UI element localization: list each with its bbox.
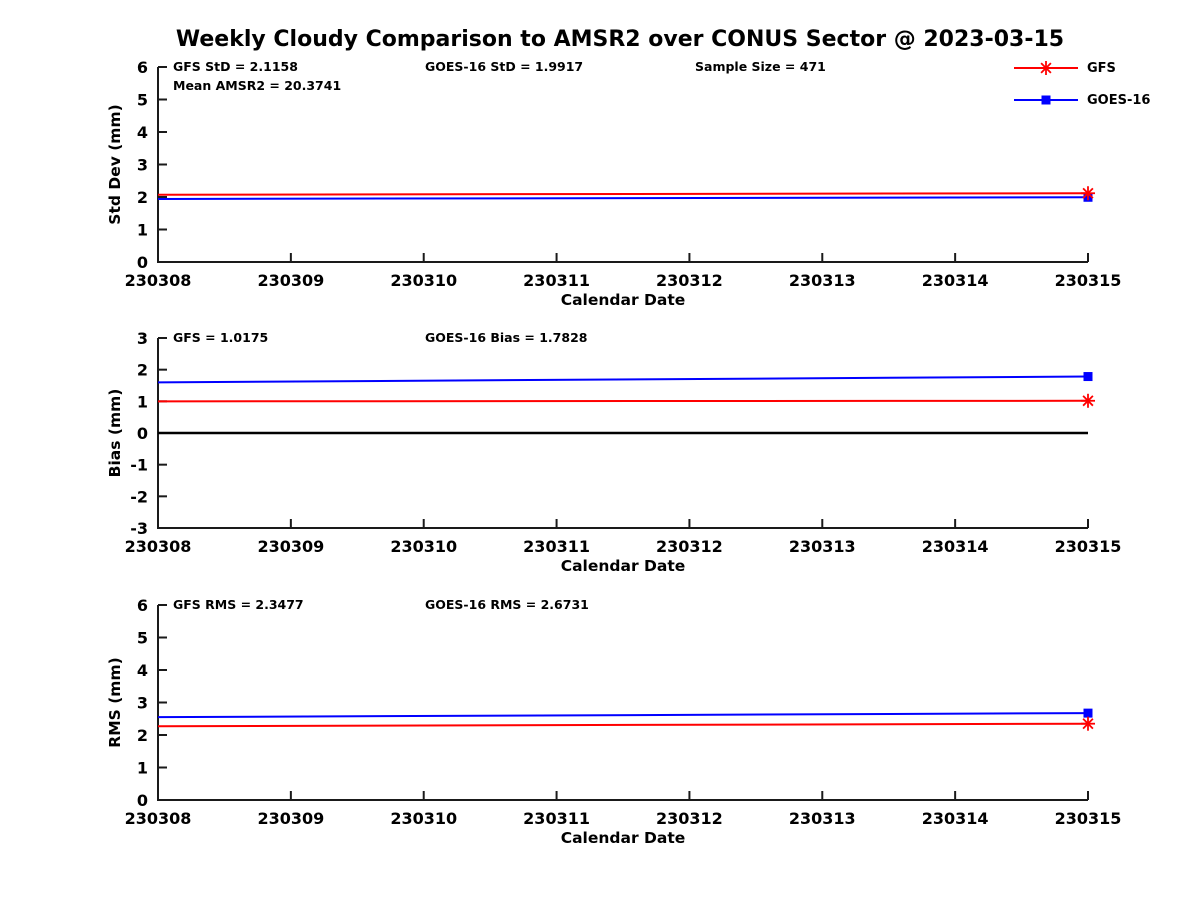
figure-title: Weekly Cloudy Comparison to AMSR2 over C…: [175, 27, 1065, 52]
x-tick-label: 230310: [390, 809, 457, 828]
x-tick-label: 230309: [257, 537, 324, 556]
x-tick-label: 230313: [789, 271, 856, 290]
square-marker: [1041, 95, 1051, 105]
y-tick-label: 2: [137, 726, 148, 745]
x-tick-label: 230312: [656, 809, 723, 828]
x-tick-label: 230315: [1055, 537, 1122, 556]
y-tick-label: 4: [137, 123, 148, 142]
y-tick-label: 5: [137, 629, 148, 648]
asterisk-spoke: [1082, 718, 1094, 730]
y-tick-label: 3: [137, 694, 148, 713]
chart-panel-rms: 0 1 2 3 4 5 6 230308 230309 230310 230311 230312 230…: [106, 596, 1121, 847]
y-tick-label: -3: [130, 519, 148, 538]
asterisk-spoke: [1040, 62, 1052, 74]
annotation-bias: GOES-16 Bias = 1.7828: [425, 330, 587, 345]
x-tick-label: 230310: [390, 271, 457, 290]
goes16-line-square-icon: [1014, 95, 1078, 105]
x-tick-label: 230313: [789, 537, 856, 556]
x-tick-label: 230313: [789, 809, 856, 828]
y-tick-label: 5: [137, 91, 148, 110]
annotation-std-dev: GOES-16 StD = 1.9917: [425, 59, 583, 74]
x-tick-label: 230312: [656, 537, 723, 556]
x-tick-label: 230314: [922, 271, 989, 290]
x-tick-label: 230309: [257, 271, 324, 290]
annotation-rms: GFS RMS = 2.3477: [173, 597, 304, 612]
annotation-std-dev: GFS StD = 2.1158: [173, 59, 298, 74]
y-tick-label: 3: [137, 329, 148, 348]
x-axis-label: Calendar Date: [561, 557, 686, 575]
asterisk-marker: [1081, 716, 1095, 731]
y-axis-label: Bias (mm): [106, 389, 124, 478]
annotation-std-dev: Mean AMSR2 = 20.3741: [173, 78, 341, 93]
series-line-GOES-16: [157, 375, 1089, 384]
y-tick-label: 1: [137, 759, 148, 778]
x-tick-label: 230311: [523, 537, 590, 556]
y-tick-label: -2: [130, 487, 148, 506]
x-axis-label: Calendar Date: [561, 829, 686, 847]
x-axis-label: Calendar Date: [561, 291, 686, 309]
y-tick-label: -1: [130, 456, 148, 475]
y-tick-label: 2: [137, 188, 148, 207]
y-tick-label: 6: [137, 58, 148, 77]
y-tick-label: 0: [137, 253, 148, 272]
x-tick-label: 230311: [523, 271, 590, 290]
legend-item-goes16: GOES-16: [1012, 90, 1192, 110]
y-tick-label: 0: [137, 791, 148, 810]
x-tick-label: 230314: [922, 537, 989, 556]
legend-label-gfs: GFS: [1087, 60, 1116, 76]
y-tick-label: 1: [137, 392, 148, 411]
chart-panel-std-dev: 0 1 2 3 4 5 6 230308 230309 230310 230311 230312 230…: [106, 58, 1121, 309]
annotation-rms: GOES-16 RMS = 2.6731: [425, 597, 589, 612]
y-tick-label: 1: [137, 221, 148, 240]
x-tick-label: 230311: [523, 809, 590, 828]
y-tick-label: 4: [137, 661, 148, 680]
asterisk-spoke: [1082, 395, 1094, 407]
square-marker: [1083, 372, 1093, 382]
x-tick-label: 230308: [125, 809, 192, 828]
y-axis-label: Std Dev (mm): [106, 104, 124, 224]
x-tick-label: 230315: [1055, 809, 1122, 828]
y-tick-label: 0: [137, 424, 148, 443]
x-tick-label: 230315: [1055, 271, 1122, 290]
legend-label-goes16: GOES-16: [1087, 92, 1151, 108]
x-tick-label: 230310: [390, 537, 457, 556]
annotation-std-dev: Sample Size = 471: [695, 59, 826, 74]
series-line-GOES-16: [157, 196, 1089, 200]
x-tick-label: 230314: [922, 809, 989, 828]
y-tick-label: 2: [137, 361, 148, 380]
asterisk-spoke: [1082, 187, 1094, 199]
annotation-bias: GFS = 1.0175: [173, 330, 268, 345]
gfs-line-asterisk-icon: [1014, 61, 1078, 75]
x-tick-label: 230312: [656, 271, 723, 290]
y-tick-label: 6: [137, 596, 148, 615]
series-line-GFS: [157, 399, 1089, 403]
chart-panel-bias: -3 -2 -1 0 1 2 3 230308 230309 230310 230311 230312…: [106, 329, 1121, 575]
asterisk-marker: [1081, 186, 1095, 201]
asterisk-marker: [1039, 61, 1053, 75]
square-marker: [1083, 708, 1093, 718]
series-line-GOES-16: [157, 712, 1089, 719]
series-line-GFS: [157, 722, 1089, 728]
asterisk-marker: [1081, 393, 1095, 408]
legend: GFS GOES-16: [1012, 58, 1192, 122]
series-line-GFS: [157, 192, 1089, 196]
legend-item-gfs: GFS: [1012, 58, 1192, 78]
x-tick-label: 230308: [125, 537, 192, 556]
x-tick-label: 230309: [257, 809, 324, 828]
x-tick-label: 230308: [125, 271, 192, 290]
y-axis-label: RMS (mm): [106, 657, 124, 747]
y-tick-label: 3: [137, 156, 148, 175]
